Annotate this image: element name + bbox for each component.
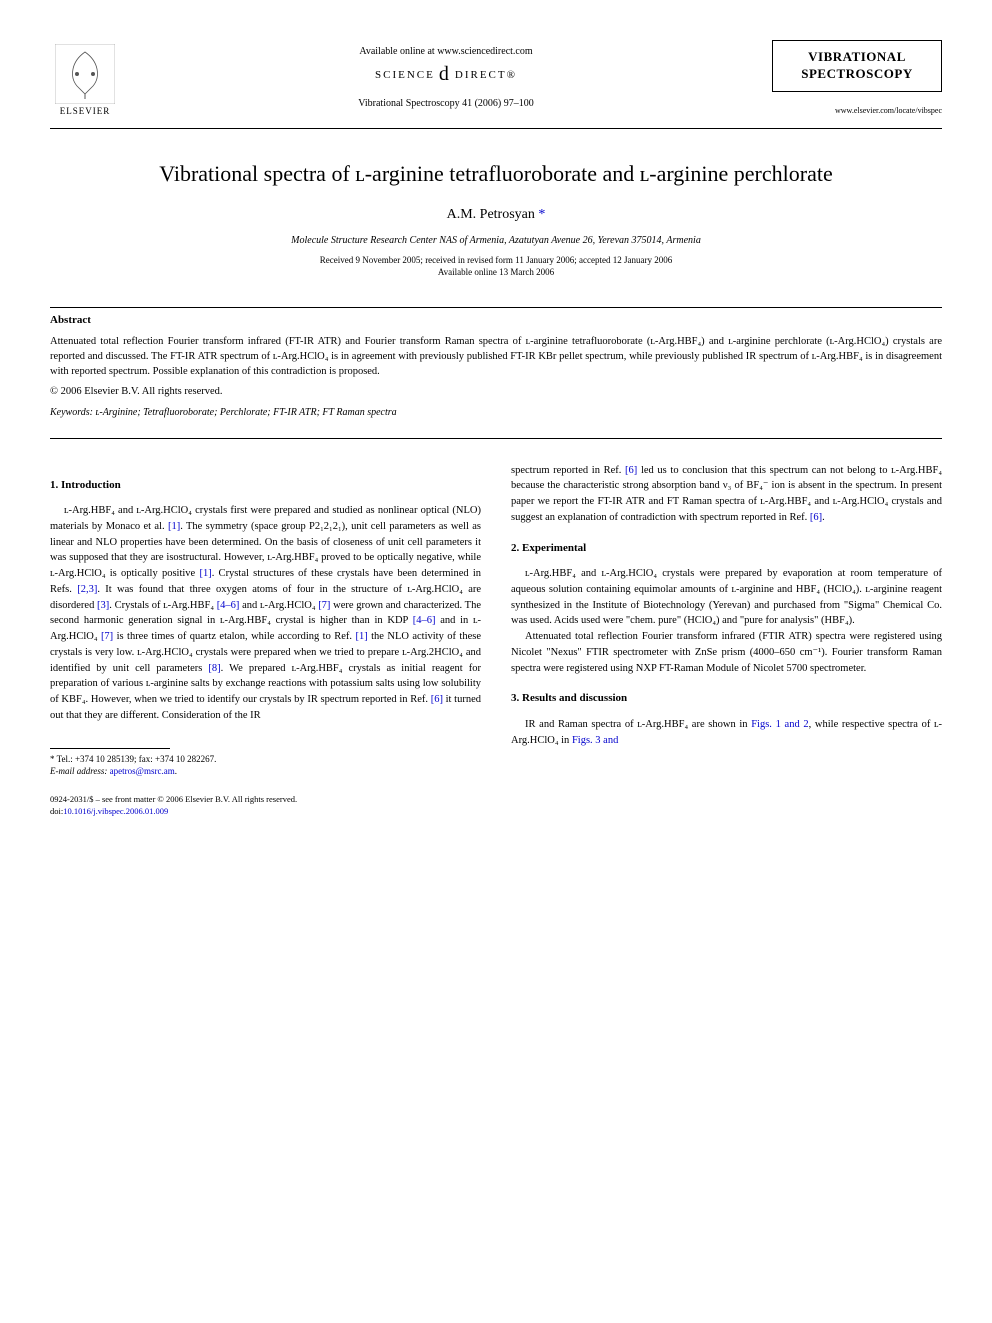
keywords-line: Keywords: ʟ-Arginine; Tetrafluoroborate;… xyxy=(50,407,942,418)
author-corr-marker[interactable]: * xyxy=(538,207,545,222)
footnote-tel: Tel.: +374 10 285139; fax: +374 10 28226… xyxy=(57,754,217,764)
ref-link-6c[interactable]: [6] xyxy=(810,512,822,523)
publisher-name: ELSEVIER xyxy=(60,106,111,116)
journal-url: www.elsevier.com/locate/vibspec xyxy=(772,106,942,115)
footnote-email-suffix: . xyxy=(175,766,177,776)
section-1-heading: 1. Introduction xyxy=(50,477,481,494)
sd-left: SCIENCE xyxy=(375,69,435,81)
section-1-para-2: spectrum reported in Ref. [6] led us to … xyxy=(511,463,942,526)
ref-link-46[interactable]: [4–6] xyxy=(217,600,240,611)
bottom-meta: 0924-2031/$ – see front matter © 2006 El… xyxy=(50,794,481,818)
ref-link-3[interactable]: [3] xyxy=(97,600,109,611)
affiliation: Molecule Structure Research Center NAS o… xyxy=(50,235,942,246)
section-2-heading: 2. Experimental xyxy=(511,540,942,557)
abstract-top-rule xyxy=(50,307,942,308)
issn-line: 0924-2031/$ – see front matter © 2006 El… xyxy=(50,794,481,806)
section-3-heading: 3. Results and discussion xyxy=(511,690,942,707)
dates-line2: Available online 13 March 2006 xyxy=(50,266,942,279)
footnote-marker: * xyxy=(50,754,55,764)
doi-label: doi: xyxy=(50,806,63,816)
txt-3a: IR and Raman spectra of ʟ-Arg.HBF₄ are s… xyxy=(525,719,751,730)
ref-link-46b[interactable]: [4–6] xyxy=(413,615,436,626)
footnote-email-label: E-mail address: xyxy=(50,766,107,776)
journal-title-box: VIBRATIONAL SPECTROSCOPY xyxy=(772,40,942,92)
dates-line1: Received 9 November 2005; received in re… xyxy=(50,254,942,267)
ref-link-23[interactable]: [2,3] xyxy=(77,584,97,595)
section-1-para-1: ʟ-Arg.HBF₄ and ʟ-Arg.HClO₄ crystals firs… xyxy=(50,503,481,724)
section-3-para-1: IR and Raman spectra of ʟ-Arg.HBF₄ are s… xyxy=(511,717,942,749)
keywords-text: ʟ-Arginine; Tetrafluoroborate; Perchlora… xyxy=(95,407,396,418)
available-online-text: Available online at www.sciencedirect.co… xyxy=(120,46,772,57)
corresponding-author-footnote: * Tel.: +374 10 285139; fax: +374 10 282… xyxy=(50,753,481,778)
figs-link-34[interactable]: Figs. 3 and xyxy=(572,735,618,746)
section-2-para-2: Attenuated total reflection Fourier tran… xyxy=(511,629,942,676)
right-column: spectrum reported in Ref. [6] led us to … xyxy=(511,463,942,818)
ref-link-6b[interactable]: [6] xyxy=(625,465,637,476)
figs-link-12[interactable]: Figs. 1 and 2 xyxy=(751,719,808,730)
abstract-heading: Abstract xyxy=(50,314,942,326)
ref-link-7b[interactable]: [7] xyxy=(101,631,113,642)
science-direct-logo: SCIENCE d DIRECT® xyxy=(120,63,772,86)
sd-d-icon: d xyxy=(439,63,451,86)
doi-link[interactable]: 10.1016/j.vibspec.2006.01.009 xyxy=(63,806,168,816)
ref-link-8[interactable]: [8] xyxy=(208,663,220,674)
ref-link-1[interactable]: [1] xyxy=(168,521,180,532)
ref-link-1b[interactable]: [1] xyxy=(199,568,211,579)
section-2-para-1: ʟ-Arg.HBF₄ and ʟ-Arg.HClO₄ crystals were… xyxy=(511,566,942,629)
author-name: A.M. Petrosyan xyxy=(447,207,535,222)
footnote-rule xyxy=(50,748,170,749)
journal-reference: Vibrational Spectroscopy 41 (2006) 97–10… xyxy=(120,98,772,109)
elsevier-tree-icon xyxy=(55,44,115,104)
txt-1i: is three times of quartz etalon, while a… xyxy=(113,631,355,642)
copyright-text: © 2006 Elsevier B.V. All rights reserved… xyxy=(50,386,942,397)
txt-2c: . xyxy=(822,512,825,523)
ref-link-6[interactable]: [6] xyxy=(431,694,443,705)
journal-name-l2: SPECTROSCOPY xyxy=(783,66,931,83)
header-rule xyxy=(50,128,942,129)
journal-box-wrap: VIBRATIONAL SPECTROSCOPY www.elsevier.co… xyxy=(772,40,942,115)
journal-name-l1: VIBRATIONAL xyxy=(783,49,931,66)
article-title: Vibrational spectra of ʟ-arginine tetraf… xyxy=(50,159,942,189)
header-center: Available online at www.sciencedirect.co… xyxy=(120,40,772,109)
ref-link-1c[interactable]: [1] xyxy=(355,631,367,642)
txt-1f: and ʟ-Arg.HClO₄ xyxy=(239,600,318,611)
body-columns: 1. Introduction ʟ-Arg.HBF₄ and ʟ-Arg.HCl… xyxy=(50,463,942,818)
txt-1e: . Crystals of ʟ-Arg.HBF₄ xyxy=(109,600,216,611)
header-top: ELSEVIER Available online at www.science… xyxy=(50,40,942,120)
left-column: 1. Introduction ʟ-Arg.HBF₄ and ʟ-Arg.HCl… xyxy=(50,463,481,818)
article-dates: Received 9 November 2005; received in re… xyxy=(50,254,942,279)
abstract-bottom-rule xyxy=(50,438,942,439)
elsevier-logo: ELSEVIER xyxy=(50,40,120,120)
txt-2a: spectrum reported in Ref. xyxy=(511,465,625,476)
footnote-email-link[interactable]: apetros@msrc.am xyxy=(110,766,175,776)
abstract-text: Attenuated total reflection Fourier tran… xyxy=(50,334,942,380)
author-line: A.M. Petrosyan * xyxy=(50,207,942,223)
sd-right: DIRECT® xyxy=(455,69,517,81)
keywords-label: Keywords: xyxy=(50,407,93,418)
ref-link-7[interactable]: [7] xyxy=(318,600,330,611)
